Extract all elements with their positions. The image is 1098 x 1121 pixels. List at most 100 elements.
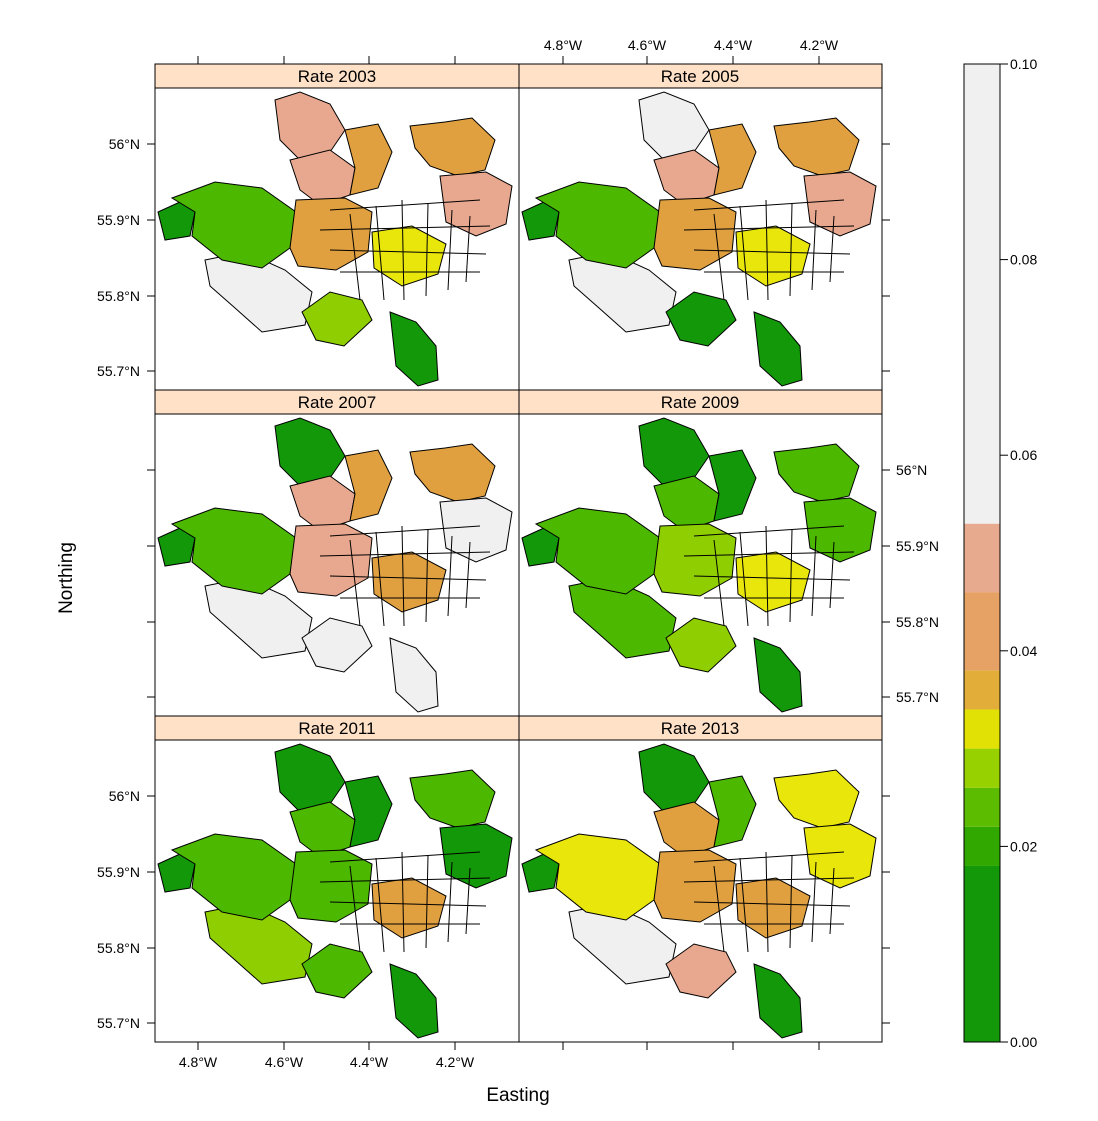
- x-tick-label: 4.6°W: [265, 1054, 304, 1070]
- x-tick-label: 4.4°W: [350, 1054, 389, 1070]
- region-polygon: [274, 743, 346, 813]
- map-2013: [521, 743, 877, 1039]
- region-polygon: [170, 181, 297, 269]
- map-2005: [521, 91, 877, 387]
- legend-band: [964, 826, 1000, 866]
- legend-band: [964, 865, 1000, 1042]
- legend-tick-label: 0.10: [1010, 56, 1037, 72]
- region-polygon: [344, 449, 393, 522]
- region-polygon: [534, 833, 661, 921]
- region-polygon: [521, 201, 560, 241]
- region-polygon: [439, 497, 513, 563]
- x-tick-label: 4.8°W: [179, 1054, 218, 1070]
- y-tick-label: 56°N: [109, 136, 140, 152]
- legend-tick-label: 0.02: [1010, 838, 1037, 854]
- region-polygon: [301, 617, 373, 673]
- region-polygon: [534, 181, 661, 269]
- region-polygon: [157, 201, 196, 241]
- panel-rate-2003: Rate 2003: [154, 63, 520, 391]
- panel-rate-2005: Rate 2005: [518, 63, 883, 391]
- region-polygon: [157, 853, 196, 893]
- region-polygon: [773, 769, 860, 829]
- panel-rate-2009: Rate 2009: [518, 389, 883, 717]
- legend-band: [964, 748, 1000, 788]
- map-2011: [157, 743, 513, 1039]
- y-tick-label: 55.9°N: [97, 212, 140, 228]
- region-polygon: [753, 963, 803, 1039]
- top-x-tick-label: 4.8°W: [544, 37, 583, 53]
- panel-title: Rate 2005: [661, 67, 739, 86]
- region-polygon: [773, 443, 860, 503]
- region-polygon: [521, 853, 560, 893]
- y-tick-label: 55.8°N: [97, 940, 140, 956]
- x-axis-title: Easting: [486, 1085, 549, 1106]
- boundary-mesh: [683, 199, 855, 301]
- region-polygon: [274, 417, 346, 487]
- panel-rate-2013: Rate 2013: [518, 715, 883, 1043]
- y-tick-label: 55.7°N: [97, 363, 140, 379]
- boundary-mesh: [683, 525, 855, 627]
- region-polygon: [708, 123, 757, 196]
- legend-band: [964, 523, 1000, 593]
- legend-tick-label: 0.00: [1010, 1034, 1037, 1050]
- region-polygon: [665, 617, 737, 673]
- region-polygon: [638, 743, 710, 813]
- legend-band: [964, 670, 1000, 710]
- region-polygon: [344, 775, 393, 848]
- region-polygon: [773, 117, 860, 177]
- region-polygon: [653, 523, 737, 597]
- region-polygon: [389, 963, 439, 1039]
- region-polygon: [753, 637, 803, 713]
- region-polygon: [409, 117, 496, 177]
- top-x-tick-label: 4.2°W: [800, 37, 839, 53]
- boundary-mesh: [319, 199, 491, 301]
- region-polygon: [803, 497, 877, 563]
- region-polygon: [170, 507, 297, 595]
- panel-rate-2007: Rate 2007: [154, 389, 520, 717]
- top-x-tick-label: 4.6°W: [628, 37, 667, 53]
- panel-title: Rate 2009: [661, 393, 739, 412]
- y-axis-title: Northing: [56, 542, 77, 614]
- region-polygon: [521, 527, 560, 567]
- region-polygon: [157, 527, 196, 567]
- region-polygon: [439, 171, 513, 237]
- region-polygon: [274, 91, 346, 161]
- y-tick-label: 55.7°N: [97, 1015, 140, 1031]
- boundary-mesh: [319, 525, 491, 627]
- left-y-axis: 56°N 55.9°N 55.8°N 55.7°N 56°N 55.9°N 55…: [97, 136, 155, 1031]
- bottom-x-axis: 4.8°W 4.6°W 4.4°W 4.2°W: [179, 1042, 820, 1070]
- x-tick-label: 4.2°W: [436, 1054, 475, 1070]
- y-tick-label: 55.8°N: [896, 614, 939, 630]
- legend-band: [964, 64, 1000, 524]
- panel-title: Rate 2013: [661, 719, 739, 738]
- legend-tick-label: 0.08: [1010, 252, 1037, 268]
- region-polygon: [439, 823, 513, 889]
- right-y-axis: 56°N 55.9°N 55.8°N 55.7°N: [882, 143, 939, 1024]
- y-tick-label: 55.9°N: [97, 864, 140, 880]
- legend-band: [964, 787, 1000, 827]
- boundary-mesh: [319, 851, 491, 953]
- legend-band: [964, 592, 1000, 671]
- y-tick-label: 55.9°N: [896, 538, 939, 554]
- legend-frame: [963, 63, 1001, 1043]
- region-polygon: [170, 833, 297, 921]
- top-x-tick-label: 4.4°W: [714, 37, 753, 53]
- region-polygon: [708, 449, 757, 522]
- panel-title: Rate 2003: [298, 67, 376, 86]
- legend-band: [964, 709, 1000, 749]
- region-polygon: [708, 775, 757, 848]
- region-polygon: [409, 769, 496, 829]
- map-2003: [157, 91, 513, 387]
- region-polygon: [653, 849, 737, 923]
- panel-title: Rate 2011: [298, 719, 375, 738]
- map-2007: [157, 417, 513, 713]
- region-polygon: [289, 849, 373, 923]
- region-polygon: [665, 291, 737, 347]
- y-tick-label: 55.8°N: [97, 288, 140, 304]
- y-tick-label: 55.7°N: [896, 689, 939, 705]
- region-polygon: [665, 943, 737, 999]
- region-polygon: [389, 311, 439, 387]
- region-polygon: [344, 123, 393, 196]
- legend-tick-label: 0.06: [1010, 447, 1037, 463]
